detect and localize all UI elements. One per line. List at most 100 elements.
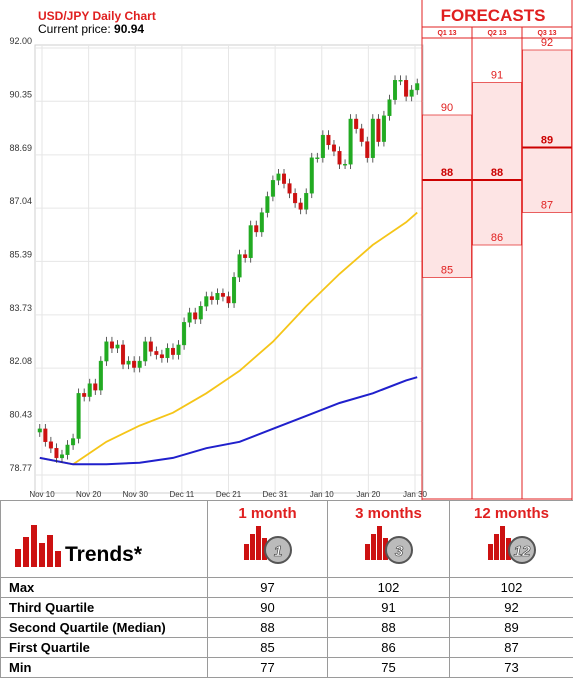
candle-body <box>288 184 292 194</box>
candle-body <box>132 361 136 367</box>
bar-chart-badge-icon: 12 <box>482 522 542 568</box>
row-label: Second Quartile (Median) <box>1 618 208 638</box>
forecast-range-box <box>423 115 472 278</box>
candle-body <box>166 348 170 358</box>
candle-body <box>204 297 208 307</box>
row-value: 86 <box>328 638 450 658</box>
candle-body <box>321 135 325 158</box>
row-value: 89 <box>450 618 573 638</box>
row-label: Max <box>1 578 208 598</box>
candle-body <box>388 100 392 116</box>
forecast-median-label: 89 <box>541 135 553 147</box>
row-label: Third Quartile <box>1 598 208 618</box>
x-tick-label: Jan 30 <box>403 490 428 499</box>
candle-body <box>105 342 109 361</box>
y-tick-label: 83.73 <box>9 303 32 313</box>
current-price-value: 90.94 <box>114 22 144 36</box>
y-tick-label: 87.04 <box>9 196 32 206</box>
x-tick-label: Nov 30 <box>123 490 149 499</box>
badge-bar <box>371 534 376 560</box>
candle-body <box>88 384 92 397</box>
forecast-range-box <box>523 50 572 213</box>
x-tick-label: Jan 20 <box>356 490 381 499</box>
y-tick-label: 78.77 <box>9 463 32 473</box>
x-tick-label: Nov 10 <box>29 490 55 499</box>
badge-bar <box>488 544 493 560</box>
candle-body <box>354 119 358 129</box>
candle-body <box>221 293 225 296</box>
badge-number: 1 <box>273 543 281 560</box>
candle-body <box>199 306 203 319</box>
candle-body <box>316 158 320 159</box>
candle-body <box>182 322 186 345</box>
candle-body <box>171 348 175 354</box>
candle-body <box>210 297 214 300</box>
y-tick-label: 85.39 <box>9 249 32 259</box>
candle-body <box>160 355 164 358</box>
forecast-quarter-label: Q3 13 <box>537 30 556 37</box>
candle-body <box>349 119 353 164</box>
candle-body <box>44 429 48 442</box>
badge-bar <box>377 526 382 560</box>
forecast-max-label: 92 <box>541 37 553 49</box>
y-tick-label: 82.08 <box>9 356 32 366</box>
forecast-quarter-label: Q1 13 <box>437 30 456 37</box>
row-value: 75 <box>328 658 450 678</box>
column-12-months: 12 months 12 <box>450 501 573 578</box>
badge-bar <box>250 534 255 560</box>
candle-body <box>82 393 86 396</box>
candle-body <box>249 226 253 258</box>
candle-body <box>227 297 231 303</box>
candle-body <box>238 255 242 278</box>
candle-body <box>49 442 53 448</box>
candle-body <box>177 345 181 355</box>
y-tick-label: 88.69 <box>9 143 32 153</box>
candle-body <box>193 313 197 319</box>
forecast-median-label: 88 <box>441 167 453 179</box>
candle-body <box>382 116 386 142</box>
row-label: Min <box>1 658 208 678</box>
candle-body <box>293 193 297 203</box>
row-value: 90 <box>208 598 328 618</box>
badge-bar <box>256 526 261 560</box>
candle-body <box>415 84 419 90</box>
candle-body <box>360 129 364 142</box>
candle-body <box>60 455 64 458</box>
row-value: 88 <box>328 618 450 638</box>
row-value: 87 <box>450 638 573 658</box>
candle-body <box>216 293 220 299</box>
y-tick-label: 90.35 <box>9 89 32 99</box>
current-price-line: Current price: 90.94 <box>38 22 144 36</box>
candle-body <box>393 80 397 99</box>
candle-body <box>343 164 347 165</box>
forecast-quarter-label: Q2 13 <box>487 30 506 37</box>
row-value: 92 <box>450 598 573 618</box>
usdjpy-chart: 92.0090.3588.6987.0485.3983.7382.0880.43… <box>0 0 573 500</box>
candle-body <box>99 361 103 390</box>
chart-title: USD/JPY Daily Chart <box>38 9 156 23</box>
candle-body <box>310 158 314 194</box>
column-title: 3 months <box>328 505 449 522</box>
candle-body <box>116 345 120 348</box>
column-title: 12 months <box>450 505 573 522</box>
candle-body <box>188 313 192 323</box>
row-value: 91 <box>328 598 450 618</box>
candle-body <box>143 342 147 361</box>
candle-body <box>404 80 408 96</box>
forecast-range-box <box>473 83 522 246</box>
x-tick-label: Dec 11 <box>169 490 194 499</box>
candle-body <box>399 80 403 81</box>
candle-body <box>377 119 381 142</box>
candle-body <box>93 384 97 390</box>
x-tick-label: Dec 21 <box>216 490 242 499</box>
row-value: 97 <box>208 578 328 598</box>
candle-body <box>38 429 42 432</box>
badge-number: 3 <box>394 543 403 560</box>
forecast-min-label: 87 <box>541 200 553 212</box>
